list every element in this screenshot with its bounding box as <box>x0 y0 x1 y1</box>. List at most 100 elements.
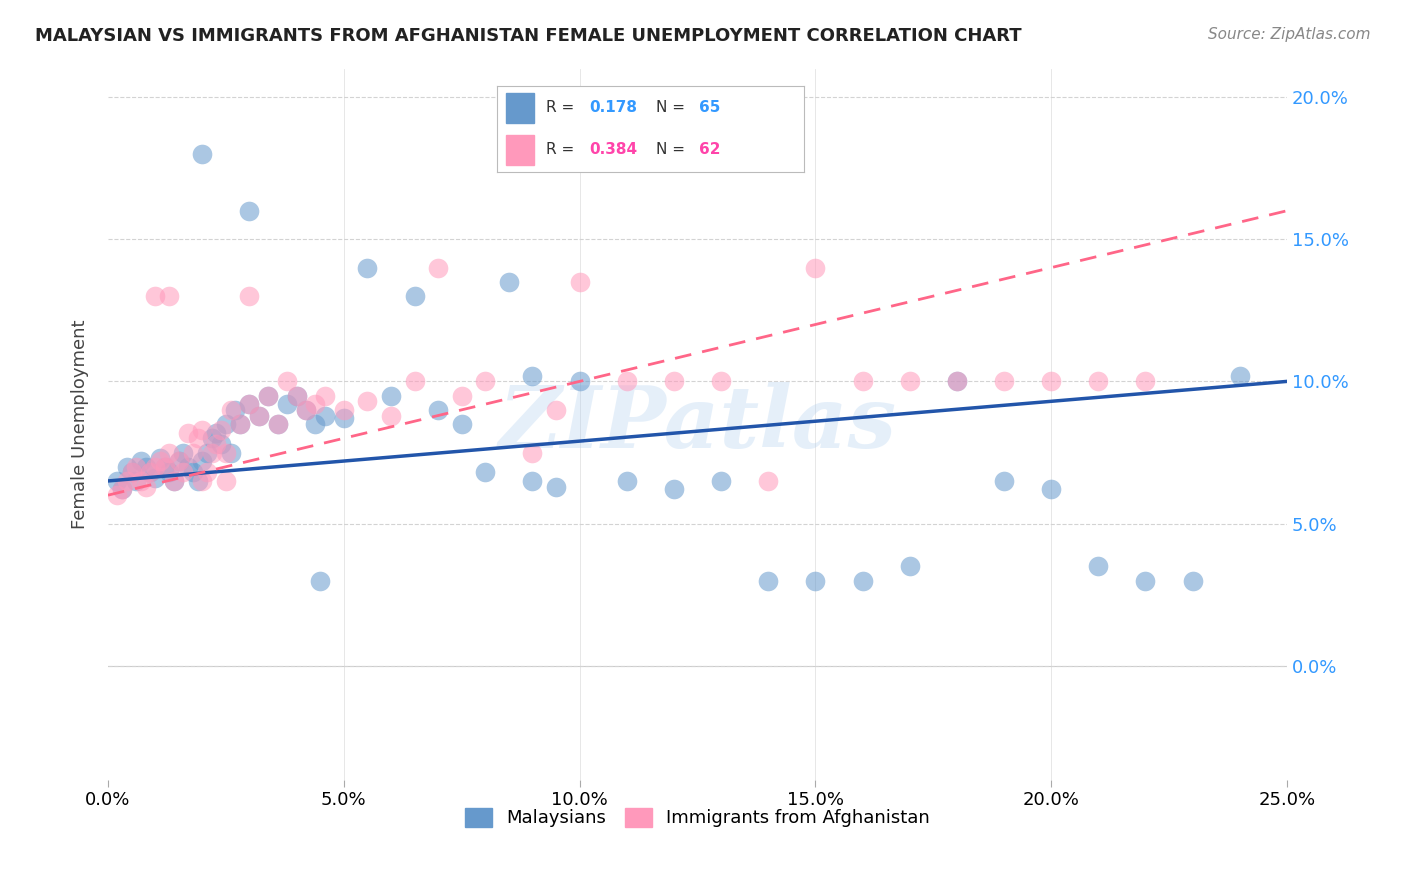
Point <box>111 483 134 497</box>
Point <box>125 459 148 474</box>
Point <box>157 466 180 480</box>
Point <box>804 574 827 588</box>
Point <box>129 474 152 488</box>
Point <box>1040 483 1063 497</box>
Point <box>285 389 308 403</box>
Point <box>143 459 166 474</box>
Point <box>804 260 827 275</box>
Point <box>201 445 224 459</box>
Point <box>111 483 134 497</box>
Point <box>177 425 200 440</box>
Point <box>616 375 638 389</box>
Point <box>224 402 246 417</box>
Point <box>662 483 685 497</box>
Point <box>163 474 186 488</box>
Point <box>544 402 567 417</box>
Point <box>404 289 426 303</box>
Point <box>1181 574 1204 588</box>
Point <box>498 275 520 289</box>
Point <box>295 402 318 417</box>
Point <box>356 394 378 409</box>
Point <box>187 474 209 488</box>
Point <box>1040 375 1063 389</box>
Point <box>121 466 143 480</box>
Point <box>167 454 190 468</box>
Point <box>333 411 356 425</box>
Point <box>172 466 194 480</box>
Point <box>756 574 779 588</box>
Point <box>115 459 138 474</box>
Point <box>139 466 162 480</box>
Point <box>238 289 260 303</box>
Point <box>215 474 238 488</box>
Point <box>544 480 567 494</box>
Point <box>209 423 232 437</box>
Point <box>380 389 402 403</box>
Legend: Malaysians, Immigrants from Afghanistan: Malaysians, Immigrants from Afghanistan <box>458 801 936 835</box>
Point <box>143 289 166 303</box>
Point <box>181 445 204 459</box>
Point <box>157 289 180 303</box>
Point <box>427 260 450 275</box>
Point <box>181 466 204 480</box>
Point <box>276 375 298 389</box>
Point <box>304 397 326 411</box>
Point <box>285 389 308 403</box>
Point <box>257 389 280 403</box>
Point <box>427 402 450 417</box>
Point <box>135 480 157 494</box>
Text: MALAYSIAN VS IMMIGRANTS FROM AFGHANISTAN FEMALE UNEMPLOYMENT CORRELATION CHART: MALAYSIAN VS IMMIGRANTS FROM AFGHANISTAN… <box>35 27 1022 45</box>
Point <box>149 454 172 468</box>
Point <box>314 389 336 403</box>
Point <box>267 417 290 431</box>
Point <box>219 445 242 459</box>
Point <box>191 454 214 468</box>
Point <box>267 417 290 431</box>
Point <box>568 375 591 389</box>
Point <box>172 445 194 459</box>
Point <box>314 409 336 423</box>
Point <box>238 203 260 218</box>
Point <box>139 466 162 480</box>
Point <box>295 402 318 417</box>
Point <box>993 375 1015 389</box>
Point <box>238 397 260 411</box>
Point <box>946 375 969 389</box>
Point <box>177 459 200 474</box>
Point <box>1135 375 1157 389</box>
Point <box>616 474 638 488</box>
Point <box>191 474 214 488</box>
Point <box>1087 559 1109 574</box>
Point <box>187 431 209 445</box>
Point <box>215 417 238 431</box>
Point <box>522 368 544 383</box>
Point <box>710 474 733 488</box>
Point <box>107 488 129 502</box>
Text: Source: ZipAtlas.com: Source: ZipAtlas.com <box>1208 27 1371 42</box>
Point <box>333 402 356 417</box>
Point <box>474 466 496 480</box>
Point <box>219 402 242 417</box>
Point <box>450 389 472 403</box>
Point <box>205 437 228 451</box>
Point <box>247 409 270 423</box>
Point <box>568 275 591 289</box>
Point <box>107 474 129 488</box>
Point <box>404 375 426 389</box>
Point <box>149 451 172 466</box>
Y-axis label: Female Unemployment: Female Unemployment <box>72 319 89 529</box>
Point <box>247 409 270 423</box>
Point <box>1229 368 1251 383</box>
Point <box>1087 375 1109 389</box>
Point <box>163 474 186 488</box>
Point <box>153 459 176 474</box>
Point <box>191 423 214 437</box>
Point <box>304 417 326 431</box>
Point <box>522 474 544 488</box>
Point <box>129 454 152 468</box>
Point <box>143 471 166 485</box>
Point <box>167 454 190 468</box>
Point <box>229 417 252 431</box>
Point <box>756 474 779 488</box>
Point <box>135 459 157 474</box>
